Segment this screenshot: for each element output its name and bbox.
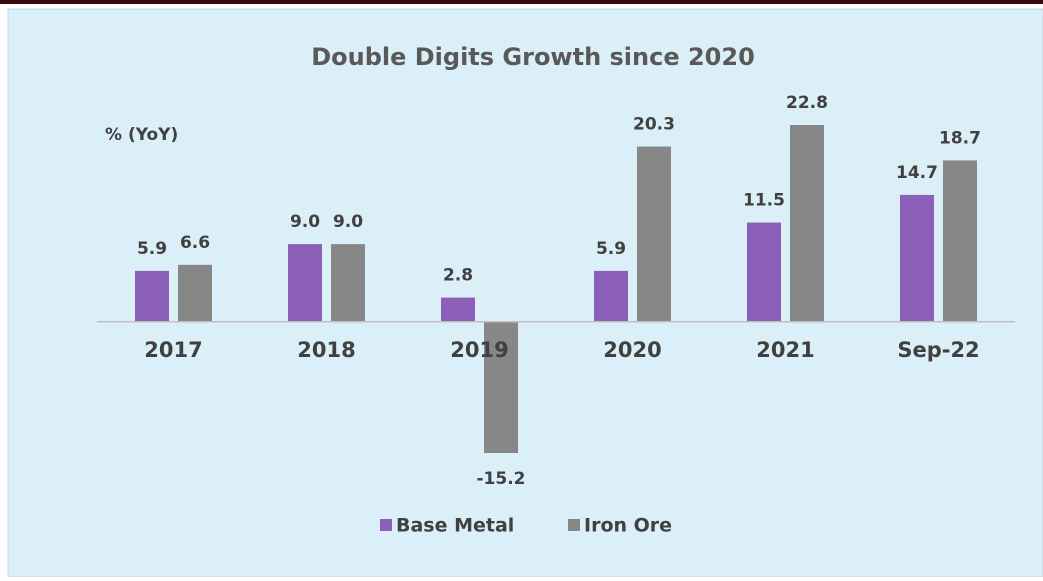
bar [135, 270, 169, 322]
data-label: 9.0 [290, 212, 320, 232]
legend-label: Iron Ore [584, 515, 672, 537]
data-label: 2.8 [443, 266, 473, 286]
data-label: 9.0 [333, 212, 363, 232]
x-tick-label: Sep-22 [897, 338, 979, 362]
chart-title: Double Digits Growth since 2020 [311, 43, 755, 71]
bar [441, 297, 475, 322]
bar [484, 321, 518, 453]
bar [790, 125, 824, 322]
bar [331, 244, 365, 322]
data-label: 22.8 [786, 93, 828, 113]
data-label: 18.7 [939, 128, 981, 148]
legend-swatch [380, 519, 392, 531]
x-tick-label: 2018 [297, 338, 355, 362]
bar [288, 244, 322, 322]
bar [900, 194, 934, 322]
data-label: 11.5 [743, 191, 785, 211]
data-label: 6.6 [180, 233, 210, 253]
x-tick-label: 2017 [144, 338, 202, 362]
legend-label: Base Metal [396, 515, 514, 537]
bar [594, 270, 628, 322]
data-label: -15.2 [477, 469, 526, 489]
top-border [0, 0, 1043, 4]
legend-swatch [568, 519, 580, 531]
bar [637, 146, 671, 322]
bar [178, 264, 212, 322]
data-label: 5.9 [596, 239, 626, 259]
data-label: 5.9 [137, 239, 167, 259]
bar [747, 222, 781, 322]
x-tick-label: 2020 [603, 338, 661, 362]
data-label: 14.7 [896, 163, 938, 183]
data-label: 20.3 [633, 115, 675, 135]
x-tick-label: 2019 [450, 338, 508, 362]
y-axis-label: % (YoY) [105, 125, 178, 145]
x-tick-label: 2021 [756, 338, 814, 362]
bar [943, 160, 977, 322]
